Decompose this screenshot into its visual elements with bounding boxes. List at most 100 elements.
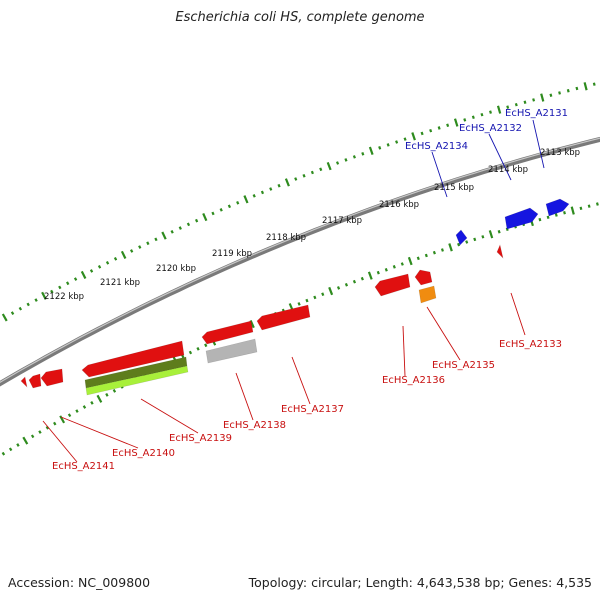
outer-minor-tick (489, 110, 492, 114)
outer-minor-tick (138, 245, 142, 249)
inner-minor-tick (473, 237, 477, 242)
outer-minor-tick (34, 298, 38, 302)
gene-EcHS_A2135-arrow (414, 269, 433, 286)
outer-minor-tick (403, 137, 407, 141)
outer-minor-tick (178, 226, 182, 230)
outer-major-tick (453, 118, 459, 127)
inner-minor-tick (392, 265, 396, 269)
inner-minor-tick (30, 434, 35, 439)
outer-minor-tick (26, 302, 30, 307)
outer-minor-tick (471, 115, 475, 120)
inner-major-tick (328, 286, 334, 296)
inner-major-tick (96, 394, 103, 403)
outer-major-tick (411, 132, 416, 141)
leader-line-EcHS_A2136 (402, 325, 406, 377)
gene-label-EcHS_A2140: EcHS_A2140 (112, 448, 175, 459)
inner-minor-tick (105, 392, 109, 397)
outer-major-tick (284, 178, 290, 187)
inner-minor-tick (440, 248, 444, 252)
inner-minor-tick (595, 202, 599, 206)
inner-minor-tick (305, 298, 309, 303)
gene-label-EcHS_A2141: EcHS_A2141 (52, 461, 115, 472)
inner-minor-tick (38, 430, 42, 434)
outer-minor-tick (97, 265, 102, 269)
outer-minor-tick (194, 218, 199, 223)
outer-minor-tick (219, 208, 223, 212)
inner-minor-tick (538, 217, 542, 222)
gene-EcHS_A2133-arrow (496, 244, 504, 259)
outer-minor-tick (514, 102, 518, 107)
inner-major-tick (59, 415, 66, 424)
inner-minor-tick (321, 292, 325, 297)
inner-minor-tick (112, 388, 117, 393)
inner-minor-tick (188, 350, 193, 355)
outer-minor-tick (252, 194, 256, 198)
outer-minor-tick (154, 237, 158, 242)
inner-major-tick (488, 230, 494, 239)
gene-EcHS_A2139-arrow (81, 340, 185, 378)
gene-EcHS_A2141-arrow (28, 373, 42, 389)
inner-minor-tick (8, 447, 13, 452)
leader-line-EcHS_A2131 (532, 119, 545, 169)
outer-major-tick (326, 162, 332, 171)
outer-tick-track (1, 82, 596, 322)
outer-minor-tick (549, 93, 553, 97)
outer-major-tick (41, 291, 47, 300)
inner-minor-tick (587, 204, 591, 208)
leader-line-EcHS_A2140 (60, 416, 139, 449)
inner-minor-tick (196, 347, 200, 351)
map-title: Escherichia coli HS, complete genome (175, 10, 425, 25)
outer-minor-tick (395, 140, 399, 144)
inner-minor-tick (400, 262, 404, 266)
outer-minor-tick (58, 285, 62, 290)
outer-minor-tick (319, 167, 323, 172)
gene-label-EcHS_A2131: EcHS_A2131 (505, 108, 568, 119)
outer-minor-tick (146, 241, 150, 246)
gene-EcHS_A2137-arrow (256, 304, 311, 331)
outer-minor-tick (277, 183, 281, 188)
inner-major-tick (22, 436, 29, 445)
inner-major-tick (448, 243, 453, 252)
gene-labels: 2113 kbp 2114 kbp 2115 kbp 2116 kbp 2117 kbp… (44, 108, 580, 472)
inner-minor-tick (465, 240, 469, 244)
outer-major-tick (80, 270, 87, 279)
scale-label: 2113 kbp (540, 148, 580, 158)
label-leader-lines (42, 119, 545, 463)
outer-minor-tick (310, 170, 314, 175)
gene-EcHS_A2136-arrow (374, 273, 411, 297)
outer-major-tick (202, 212, 208, 222)
gene-label-EcHS_A2137: EcHS_A2137 (281, 404, 344, 415)
inner-minor-tick (344, 282, 349, 287)
gene-label-EcHS_A2136: EcHS_A2136 (382, 375, 445, 386)
outer-minor-tick (269, 187, 273, 191)
outer-minor-tick (260, 190, 265, 195)
inner-minor-tick (352, 279, 357, 284)
outer-minor-tick (302, 173, 306, 178)
inner-minor-tick (360, 276, 364, 281)
outer-minor-tick (386, 143, 390, 147)
inner-minor-tick (546, 215, 550, 220)
accession-text: Accession: NC_009800 (8, 575, 151, 590)
outer-minor-tick (463, 118, 467, 122)
outer-minor-tick (420, 131, 424, 136)
scale-label: 2120 kbp (156, 264, 196, 274)
outer-minor-tick (592, 82, 596, 86)
genome-backbone (0, 136, 600, 387)
leader-line-EcHS_A2134 (431, 151, 448, 198)
outer-minor-tick (113, 257, 118, 261)
inner-minor-tick (384, 268, 388, 272)
scale-label: 2116 kbp (379, 200, 419, 210)
gene-features (20, 198, 570, 396)
feature-orange-box (418, 285, 437, 304)
gene-EcHS_A2138-arrow (201, 320, 254, 345)
inner-minor-tick (53, 421, 57, 426)
gene-EcHS_A2132-arrow (504, 207, 539, 230)
leader-line-EcHS_A2135 (426, 306, 461, 361)
outer-minor-tick (211, 211, 215, 216)
gene-label-EcHS_A2133: EcHS_A2133 (499, 339, 562, 350)
scale-label: 2114 kbp (488, 165, 528, 175)
inner-minor-tick (481, 235, 485, 239)
inner-minor-tick (67, 413, 72, 418)
